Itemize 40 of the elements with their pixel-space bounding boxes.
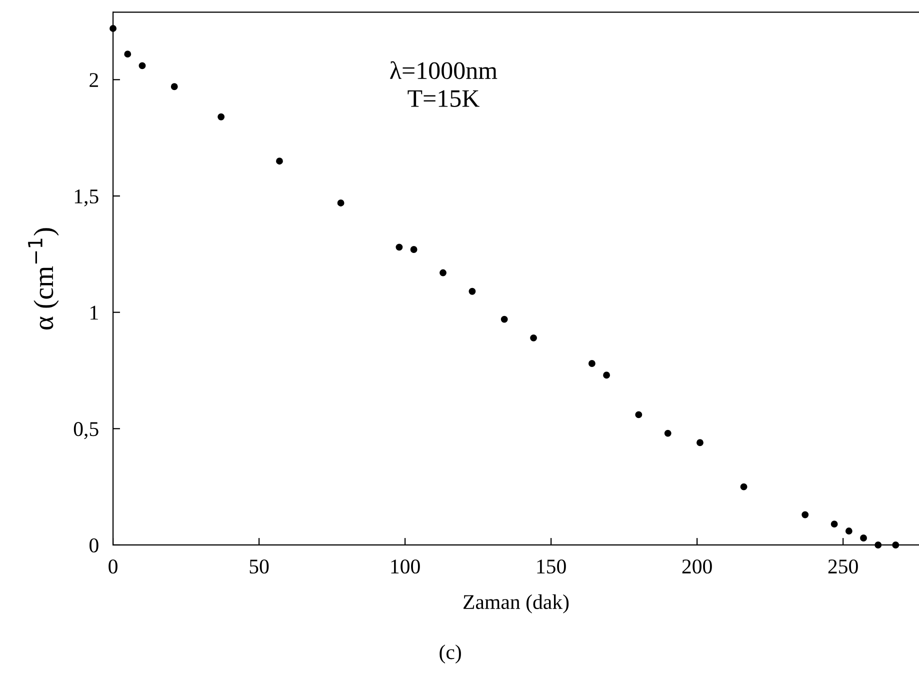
- x-tick-label: 150: [537, 559, 566, 574]
- x-tick-label: 100: [391, 559, 420, 574]
- point: [664, 430, 672, 437]
- y-tick-label: 1: [90, 306, 98, 320]
- x-tick-label: 50: [250, 559, 269, 574]
- point: [588, 360, 596, 367]
- y-tick-label: 1,5: [74, 189, 98, 206]
- point: [410, 246, 418, 253]
- point: [696, 439, 704, 446]
- point: [603, 372, 610, 379]
- y-tick-label: 0: [90, 538, 98, 552]
- y-axis-title: α (cm$^{−1}$): [28, 228, 59, 330]
- point: [874, 542, 882, 548]
- point: [468, 288, 476, 295]
- point: [830, 520, 838, 528]
- point: [276, 158, 283, 165]
- x-tick-label: 0: [108, 559, 118, 574]
- y-tick-label: 0,5: [74, 422, 98, 440]
- x-tick-label: 200: [682, 559, 712, 574]
- point: [892, 542, 900, 548]
- point: [337, 199, 344, 206]
- point: [396, 244, 403, 251]
- point: [740, 483, 748, 490]
- text: (c): [440, 644, 461, 664]
- point: [138, 62, 146, 70]
- point: [124, 50, 132, 58]
- point: [845, 528, 852, 534]
- point: [802, 511, 809, 518]
- point: [860, 534, 867, 542]
- point: [110, 25, 117, 32]
- point: [170, 83, 178, 90]
- point: [218, 113, 225, 120]
- point: [635, 411, 642, 418]
- x-axis-title: Zaman (dak): [464, 594, 569, 614]
- y-tick-label: 2: [90, 73, 98, 87]
- annotation: λ=1000nm T=15K: [390, 61, 498, 107]
- x-tick-label: 250: [828, 559, 858, 574]
- point: [440, 269, 446, 276]
- point: [500, 316, 508, 323]
- point: [530, 334, 538, 342]
